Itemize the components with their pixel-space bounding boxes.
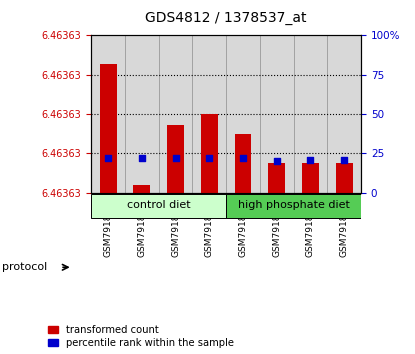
Point xyxy=(341,157,347,162)
Bar xyxy=(201,114,218,193)
FancyBboxPatch shape xyxy=(125,35,159,193)
FancyBboxPatch shape xyxy=(159,35,193,193)
FancyBboxPatch shape xyxy=(327,35,361,193)
Bar xyxy=(336,163,353,193)
FancyBboxPatch shape xyxy=(294,35,327,193)
Text: high phosphate diet: high phosphate diet xyxy=(238,200,349,210)
FancyBboxPatch shape xyxy=(91,35,125,193)
Text: GDS4812 / 1378537_at: GDS4812 / 1378537_at xyxy=(145,11,307,25)
Text: control diet: control diet xyxy=(127,200,190,210)
Point xyxy=(307,157,314,162)
Point xyxy=(105,155,112,161)
Text: protocol: protocol xyxy=(2,262,47,272)
FancyBboxPatch shape xyxy=(260,35,294,193)
Point xyxy=(240,155,247,161)
Bar xyxy=(234,135,251,193)
FancyBboxPatch shape xyxy=(226,35,260,193)
Bar xyxy=(100,64,117,193)
Bar xyxy=(302,163,319,193)
FancyBboxPatch shape xyxy=(91,194,226,218)
Bar xyxy=(167,125,184,193)
Point xyxy=(172,155,179,161)
Legend: transformed count, percentile rank within the sample: transformed count, percentile rank withi… xyxy=(46,324,234,349)
Point xyxy=(206,155,212,161)
Point xyxy=(273,158,280,164)
Point xyxy=(139,155,145,161)
Bar xyxy=(269,163,285,193)
FancyBboxPatch shape xyxy=(226,194,361,218)
Bar xyxy=(134,185,150,193)
FancyBboxPatch shape xyxy=(193,35,226,193)
